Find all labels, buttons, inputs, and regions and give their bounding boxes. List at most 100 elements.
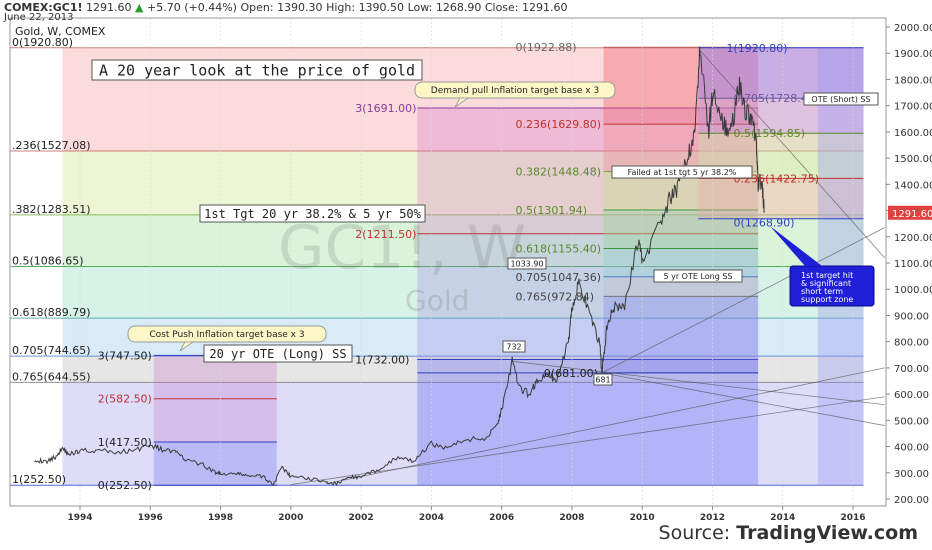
fib20-edge-label: 0.705(744.65) bbox=[12, 344, 91, 357]
close-label: Close: bbox=[484, 1, 519, 14]
x-tick-label: 1994 bbox=[67, 513, 92, 523]
low-value: 1268.90 bbox=[435, 1, 482, 14]
high-value: 1390.50 bbox=[358, 1, 405, 14]
fib-short-level-label: 0(1268.90) bbox=[734, 217, 795, 230]
fib-short-level-label: 0.236(1422.75) bbox=[734, 172, 820, 185]
y-tick-label: 200.00 bbox=[894, 495, 929, 506]
demand-level-label: 0(681.00) bbox=[544, 367, 598, 380]
y-tick-label: 900.00 bbox=[894, 311, 929, 322]
fib20-edge-label: 0.765(644.55) bbox=[12, 370, 91, 383]
support-callout-pointer bbox=[770, 226, 822, 266]
y-tick-label: 400.00 bbox=[894, 443, 929, 454]
costpush-zone-lower bbox=[153, 441, 277, 486]
level-labels-layer: 0(1920.80) .236(1527.08) .382(1283.51) 0.5(… bbox=[12, 36, 819, 492]
trend-line bbox=[601, 227, 885, 374]
ote-long-20-note-box bbox=[203, 344, 353, 363]
watermark-symbol: GC1!, W bbox=[278, 213, 526, 283]
open-label: Open: bbox=[240, 1, 274, 14]
fib20-edge-label: .236(1527.08) bbox=[12, 139, 91, 152]
source-credit: Source: TradingView.com bbox=[659, 522, 918, 544]
last-price-marker bbox=[888, 205, 932, 220]
label-732-box bbox=[502, 340, 526, 353]
demand-level-label: 3(1691.00) bbox=[355, 102, 416, 115]
low-label: Low: bbox=[407, 1, 433, 14]
cost-push-pointer bbox=[179, 341, 195, 352]
y-tick-label: 500.00 bbox=[894, 416, 929, 427]
annotations-layer: Gold, W, COMEX A 20 year look at the pric… bbox=[15, 25, 879, 386]
support-callout-line: support zone bbox=[801, 295, 853, 304]
ote-short-note-box bbox=[803, 92, 879, 106]
axis-layer: 200.00 300.00 400.00 500.00 600.00 700.00 800.… bbox=[9, 17, 932, 523]
y-tick-label: 1900.00 bbox=[894, 49, 932, 60]
fib5-level-label: 0(1922.88) bbox=[516, 41, 577, 54]
demand-pull-pointer bbox=[454, 97, 470, 108]
fib20-edge-label: .382(1283.51) bbox=[12, 203, 91, 216]
demand-zone-lower bbox=[417, 359, 759, 486]
trend-line bbox=[290, 396, 885, 485]
instrument-label: Gold, W, COMEX bbox=[15, 25, 106, 38]
fib20-edge-label: 1(252.50) bbox=[12, 473, 66, 486]
failed-note-box bbox=[611, 165, 753, 179]
support-callout-box bbox=[789, 265, 875, 307]
chart-title-box bbox=[91, 59, 423, 81]
y-tick-label: 300.00 bbox=[894, 469, 929, 480]
fib20-edge-label: 0.5(1086.65) bbox=[12, 255, 84, 268]
symbol-name: COMEX:GC1! bbox=[4, 1, 83, 14]
fib-bands-layer bbox=[10, 46, 864, 486]
x-tick-label: 2002 bbox=[349, 513, 374, 523]
fib5-level-label: 0.765(972.84) bbox=[516, 290, 595, 303]
plot-frame bbox=[9, 17, 887, 507]
high-label: High: bbox=[326, 1, 356, 14]
y-tick-label: 1800.00 bbox=[894, 75, 932, 86]
y-tick-label: 800.00 bbox=[894, 338, 929, 349]
fib5-zone bbox=[603, 47, 759, 125]
x-tick-label: 2010 bbox=[630, 513, 655, 523]
x-tick-label: 1996 bbox=[138, 513, 163, 523]
open-value: 1390.30 bbox=[277, 1, 323, 14]
fib20-edge-label: 0.618(889.79) bbox=[12, 306, 91, 319]
y-tick-label: 1700.00 bbox=[894, 102, 932, 113]
fib-short-level-label: 1(1920.80) bbox=[727, 42, 788, 55]
demand-pull-callout-text: Demand pull Inflation target base x 3 bbox=[431, 86, 599, 96]
label-681-text: 681 bbox=[595, 375, 610, 384]
x-tick-label: 2000 bbox=[278, 513, 303, 523]
fib5-zone bbox=[603, 210, 759, 249]
costpush-level-label: 3(747.50) bbox=[98, 349, 152, 362]
y-tick-label: 1600.00 bbox=[894, 128, 932, 139]
close-value: 1291.60 bbox=[522, 1, 568, 14]
trend-lines-layer bbox=[290, 50, 885, 485]
fib5-zone bbox=[603, 296, 759, 373]
costpush-level-label: 1(417.50) bbox=[98, 436, 152, 449]
x-tick-label: 2012 bbox=[700, 513, 725, 523]
ote-long-5-note-text: 5 yr OTE Long SS bbox=[663, 272, 732, 281]
chart-date: June 22, 2013 bbox=[4, 12, 74, 23]
fib-short-zone bbox=[698, 178, 864, 219]
x-tick-label: 2004 bbox=[419, 513, 444, 523]
failed-note-text: Failed at 1st tgt 5 yr 38.2% bbox=[628, 168, 737, 177]
label-681-box bbox=[593, 373, 613, 386]
fib5-zone bbox=[603, 124, 759, 172]
symbol-header: COMEX:GC1! 1291.60 ▲ +5.70 (+0.44%) Open… bbox=[4, 1, 568, 14]
x-tick-label: 2016 bbox=[840, 513, 865, 523]
demand-level-label: 2(1211.50) bbox=[355, 228, 416, 241]
demand-level-label: 1(732.00) bbox=[355, 353, 409, 366]
y-tick-label: 1000.00 bbox=[894, 285, 932, 296]
fib-short-level-label: 0.5(1594.85) bbox=[734, 127, 806, 140]
last-price: 1291.60 bbox=[86, 1, 132, 14]
support-callout-line: short term bbox=[801, 287, 843, 296]
support-callout-line: & significant bbox=[801, 279, 851, 288]
label-732-text: 732 bbox=[506, 342, 521, 351]
y-tick-label: 1400.00 bbox=[894, 180, 932, 191]
first-target-note-box bbox=[199, 204, 426, 223]
cost-push-callout-text: Cost Push Inflation target base x 3 bbox=[149, 330, 304, 340]
costpush-level-label: 0(252.50) bbox=[98, 479, 152, 492]
label-1033-text: 1033.90 bbox=[510, 259, 543, 268]
last-price-label: 1291.60 bbox=[892, 209, 932, 220]
demand-pull-callout-box bbox=[414, 81, 616, 99]
fib-short-level-label: 0.705(1728.49) bbox=[734, 92, 820, 105]
fib5-level-label: 0.236(1629.80) bbox=[516, 118, 602, 131]
fib20-zone bbox=[62, 356, 864, 383]
source-name: TradingView.com bbox=[736, 522, 918, 544]
y-tick-label: 2000.00 bbox=[894, 23, 932, 34]
